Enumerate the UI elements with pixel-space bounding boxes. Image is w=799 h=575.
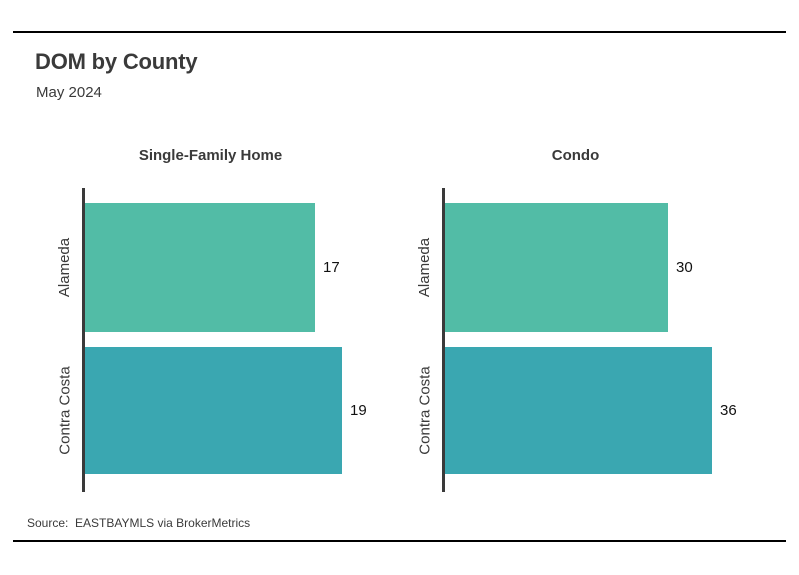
source-note: Source: EASTBAYMLS via BrokerMetrics <box>27 516 251 530</box>
category-label: Alameda <box>414 203 436 332</box>
category-label: Contra Costa <box>414 347 436 474</box>
bar-contra-costa <box>85 347 342 474</box>
bar-alameda <box>85 203 315 332</box>
category-label-text: Contra Costa <box>416 366 434 455</box>
subplot-title: Condo <box>551 147 600 164</box>
subplot-title: Single-Family Home <box>138 147 283 164</box>
chart-subtitle: May 2024 <box>36 84 102 101</box>
y-axis-line <box>442 188 445 492</box>
value-label: 19 <box>350 402 367 419</box>
value-label: 17 <box>323 259 340 276</box>
y-axis-line <box>82 188 85 492</box>
top-divider <box>13 31 786 33</box>
category-label-text: Alameda <box>416 237 434 298</box>
bar-contra-costa <box>445 347 712 474</box>
bar-alameda <box>445 203 668 332</box>
value-label: 36 <box>720 402 737 419</box>
value-label: 30 <box>676 259 693 276</box>
bottom-divider <box>13 540 786 542</box>
chart-title: DOM by County <box>35 49 198 74</box>
